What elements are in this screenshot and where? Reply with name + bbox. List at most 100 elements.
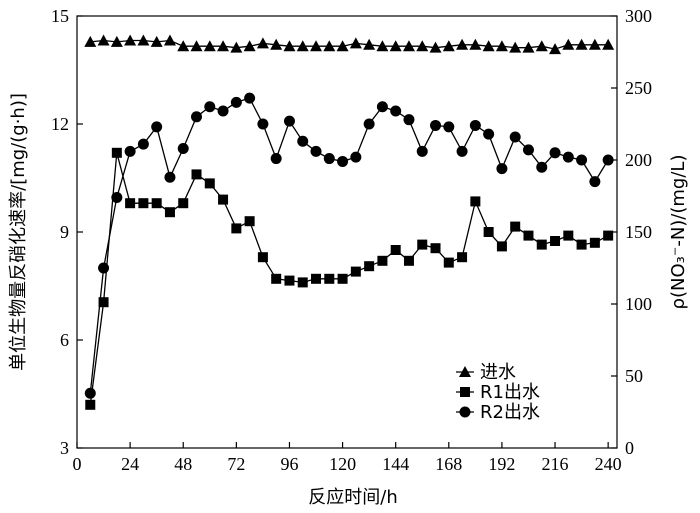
y-right-tick-label: 200 bbox=[625, 150, 652, 170]
y-left-tick-label: 6 bbox=[60, 330, 69, 350]
square-point bbox=[284, 275, 295, 286]
x-tick-label: 120 bbox=[329, 454, 356, 474]
square-point bbox=[443, 257, 454, 268]
y-right-tick-label: 150 bbox=[625, 222, 652, 242]
square-point bbox=[550, 236, 561, 246]
x-tick-label: 240 bbox=[595, 454, 622, 474]
square-point bbox=[204, 178, 215, 189]
y-right-tick-label: 0 bbox=[625, 438, 634, 458]
x-tick-label: 192 bbox=[488, 454, 515, 474]
series-inflow bbox=[84, 34, 615, 55]
y-right-axis-title: ρ(NO₃⁻-N)/(mg/L) bbox=[668, 155, 689, 310]
x-axis-title: 反应时间/h bbox=[308, 487, 397, 508]
circle-point bbox=[310, 145, 322, 157]
circle-point bbox=[177, 142, 189, 154]
circle-point bbox=[416, 145, 428, 157]
circle-point bbox=[164, 171, 176, 183]
legend-square-marker bbox=[460, 387, 470, 397]
series-r1-effluent bbox=[85, 147, 614, 410]
y-left-tick-label: 15 bbox=[51, 6, 69, 26]
legend: 进水 R1出水 R2出水 bbox=[456, 362, 540, 423]
circle-point bbox=[124, 145, 136, 157]
circle-point bbox=[483, 128, 495, 140]
square-point bbox=[350, 266, 361, 277]
circle-point bbox=[217, 105, 229, 117]
series-group bbox=[84, 34, 615, 410]
square-point bbox=[138, 198, 149, 209]
legend-label-r2: R2出水 bbox=[480, 402, 540, 423]
triangle-point bbox=[217, 40, 230, 52]
triangle-point bbox=[575, 38, 588, 50]
square-point bbox=[364, 261, 375, 272]
series-line bbox=[89, 97, 609, 394]
x-tick-label: 216 bbox=[542, 454, 569, 474]
square-point bbox=[151, 198, 162, 209]
square-point bbox=[98, 297, 109, 308]
legend-item-inflow: 进水 bbox=[456, 362, 516, 383]
triangle-point bbox=[296, 40, 309, 52]
square-point bbox=[589, 237, 600, 248]
triangle-point bbox=[137, 34, 150, 46]
x-tick-label: 72 bbox=[227, 454, 245, 474]
triangle-point bbox=[588, 38, 601, 50]
square-point bbox=[523, 230, 534, 241]
x-tick-label: 24 bbox=[121, 454, 139, 474]
triangle-point bbox=[535, 40, 548, 52]
triangle-point bbox=[416, 40, 429, 52]
square-point bbox=[603, 230, 614, 241]
square-point bbox=[257, 252, 268, 263]
triangle-point bbox=[150, 35, 163, 47]
square-point bbox=[430, 243, 441, 254]
triangle-point bbox=[203, 40, 216, 52]
series-line bbox=[90, 39, 609, 50]
triangle-point bbox=[243, 40, 256, 52]
square-point bbox=[390, 245, 401, 255]
legend-triangle-marker bbox=[459, 366, 471, 377]
circle-point bbox=[204, 101, 216, 113]
circle-point bbox=[403, 114, 415, 126]
circle-point bbox=[257, 118, 269, 130]
square-point bbox=[536, 239, 547, 250]
triangle-point bbox=[429, 41, 442, 53]
circle-point bbox=[350, 151, 362, 163]
circle-point bbox=[98, 262, 110, 274]
square-point bbox=[297, 277, 308, 288]
triangle-point bbox=[163, 34, 176, 46]
triangle-point bbox=[256, 37, 269, 49]
legend-label-inflow: 进水 bbox=[480, 362, 516, 383]
square-point bbox=[218, 194, 229, 205]
x-tick-label: 144 bbox=[382, 454, 409, 474]
triangle-point bbox=[310, 40, 323, 52]
circle-point bbox=[111, 191, 123, 203]
circle-point bbox=[509, 131, 521, 143]
circle-point bbox=[602, 154, 614, 166]
series-r2-effluent bbox=[84, 92, 614, 399]
square-point bbox=[496, 241, 507, 252]
triangle-point bbox=[124, 34, 137, 46]
circle-point bbox=[562, 151, 574, 163]
x-tick-label: 168 bbox=[435, 454, 462, 474]
square-point bbox=[377, 255, 388, 266]
circle-point bbox=[536, 161, 548, 173]
circle-point bbox=[323, 153, 335, 165]
square-point bbox=[457, 252, 468, 263]
triangle-point bbox=[389, 40, 402, 52]
square-point bbox=[164, 207, 175, 218]
circle-point bbox=[496, 163, 508, 175]
triangle-point bbox=[283, 40, 296, 52]
square-point bbox=[178, 198, 189, 209]
triangle-point bbox=[522, 41, 535, 53]
square-point bbox=[324, 273, 335, 284]
triangle-point bbox=[495, 40, 508, 52]
triangle-point bbox=[602, 38, 615, 50]
circle-point bbox=[84, 387, 96, 399]
y-right-tick-label: 50 bbox=[625, 366, 643, 386]
square-point bbox=[337, 273, 348, 284]
circle-point bbox=[469, 119, 481, 131]
triangle-point bbox=[456, 38, 469, 50]
circle-point bbox=[137, 138, 149, 150]
square-point bbox=[125, 198, 136, 209]
square-point bbox=[576, 239, 587, 250]
x-tick-label: 96 bbox=[280, 454, 298, 474]
